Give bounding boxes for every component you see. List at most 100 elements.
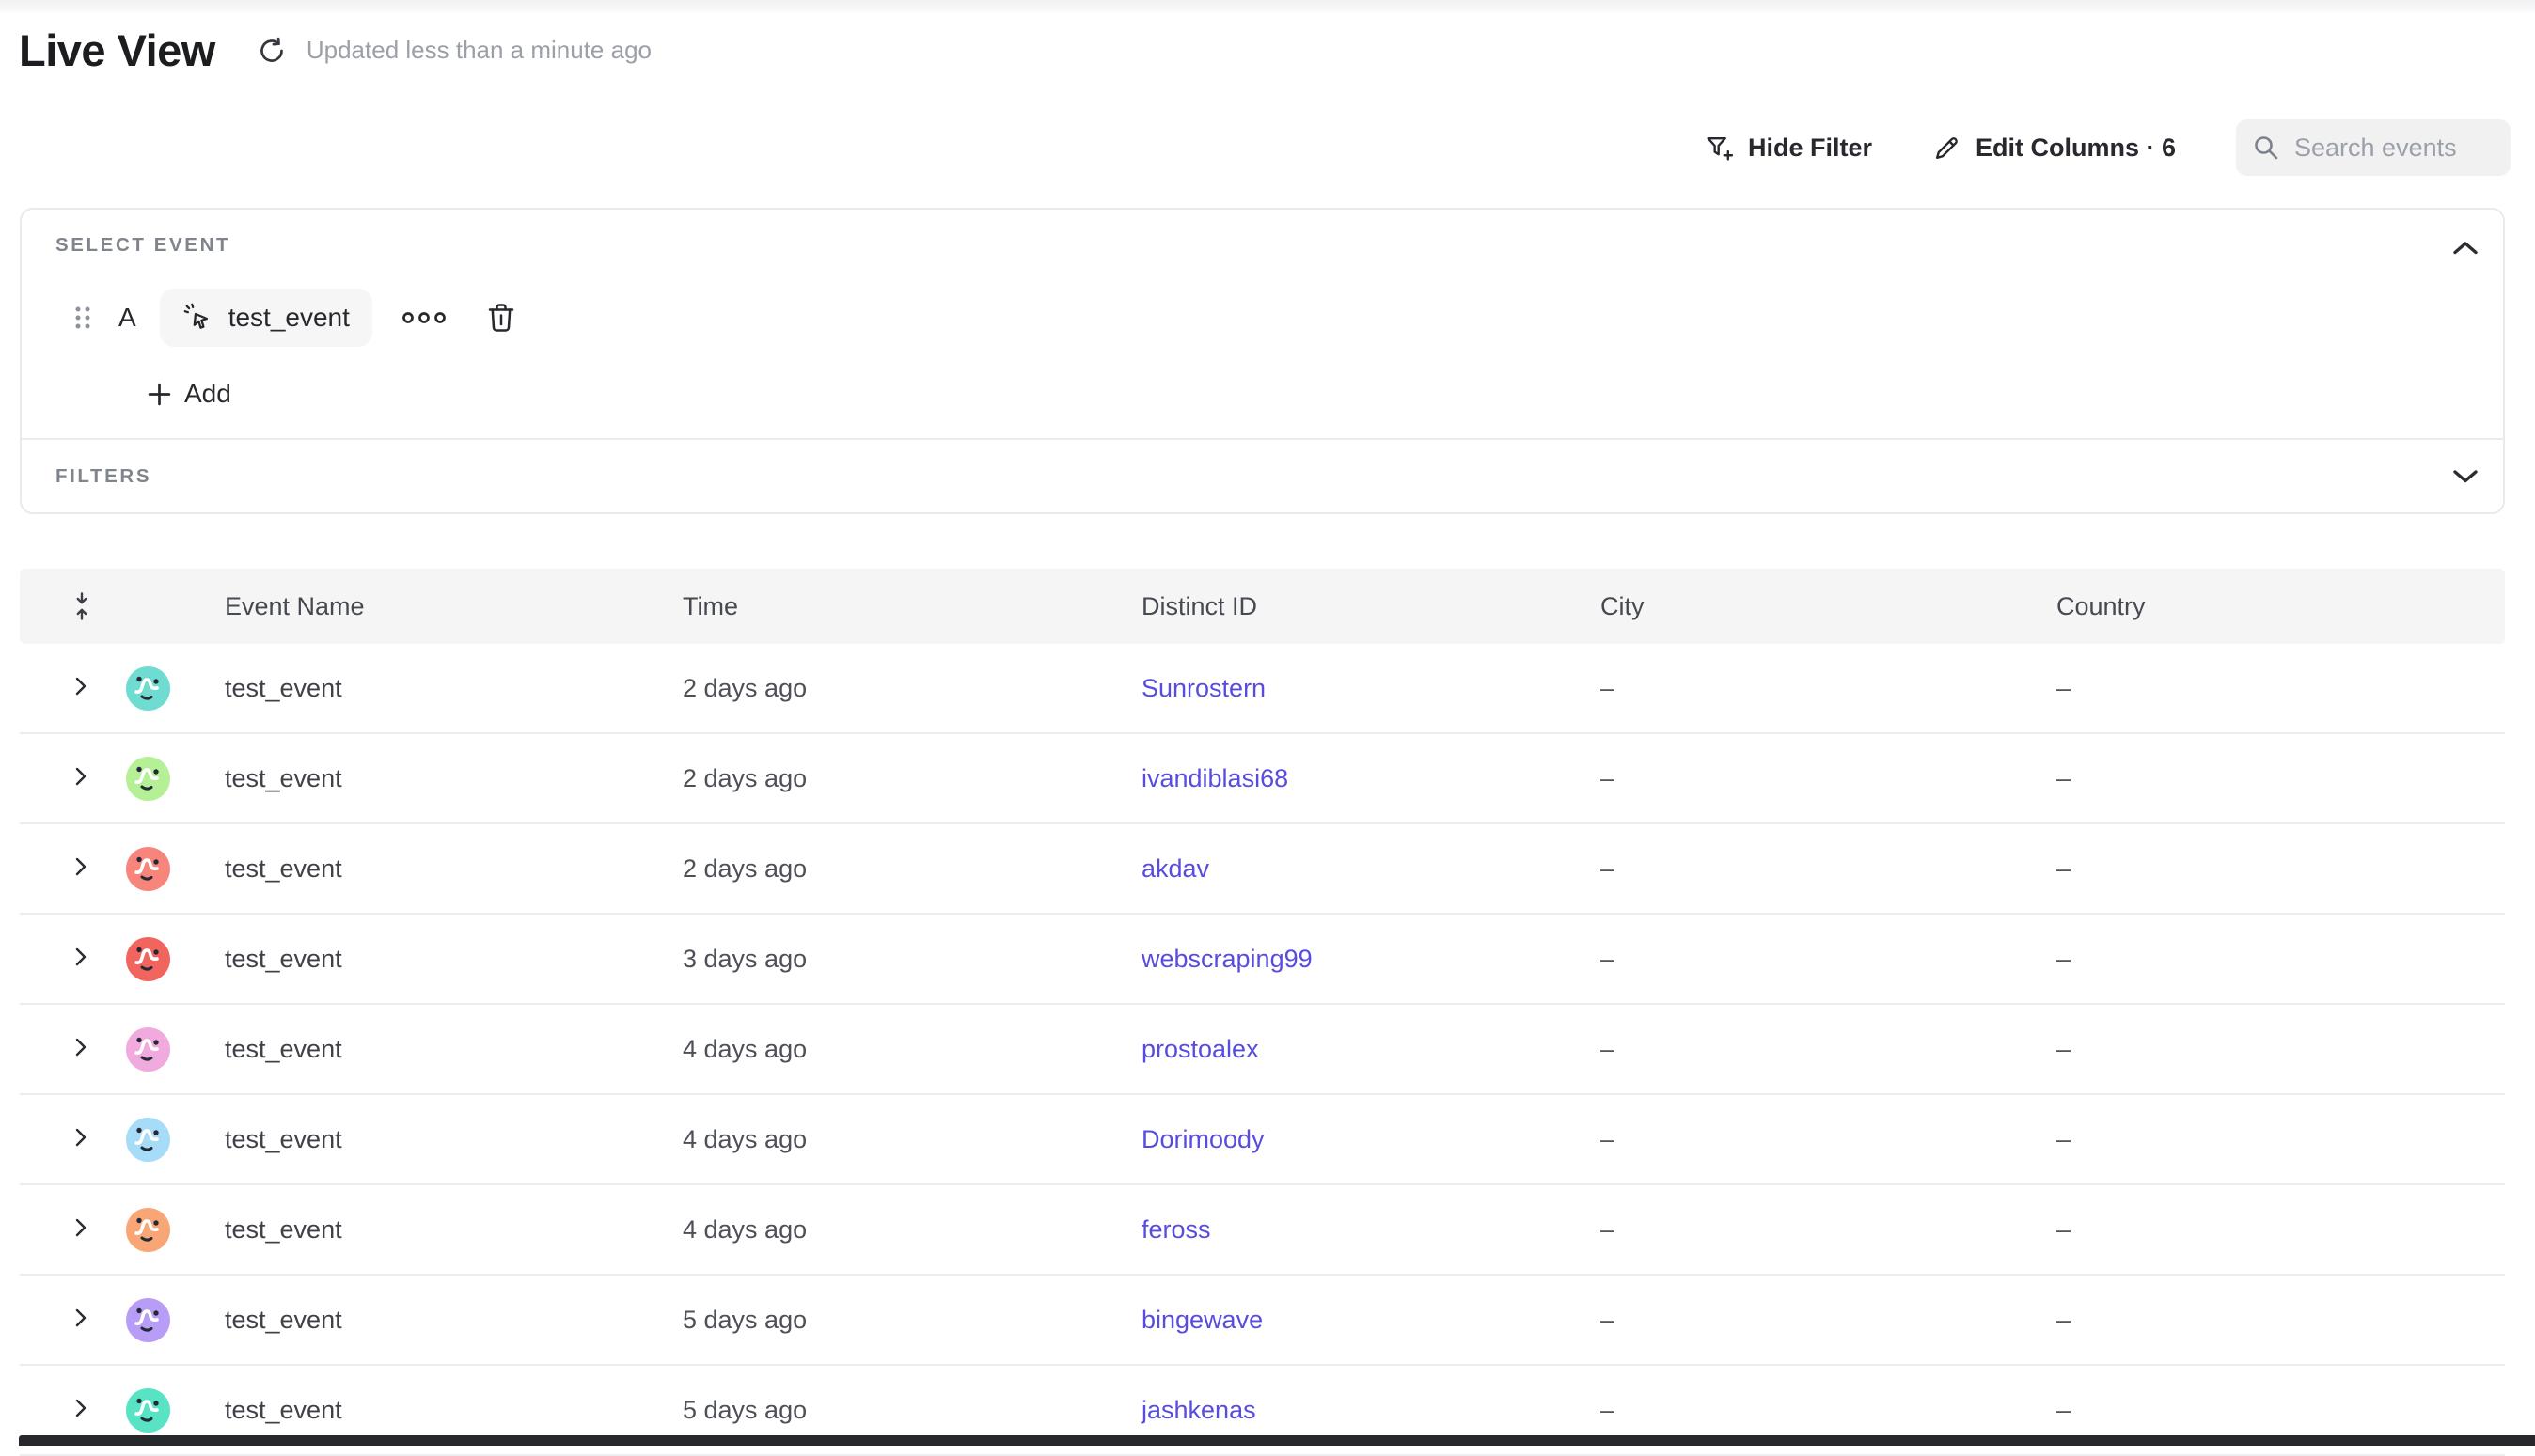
table-row[interactable]: test_event 2 days ago ivandiblasi68 – –	[20, 734, 2505, 824]
page-title: Live View	[19, 25, 215, 75]
table-row[interactable]: test_event 4 days ago feross – –	[20, 1185, 2505, 1276]
table-row[interactable]: test_event 3 days ago webscraping99 – –	[20, 915, 2505, 1005]
distinct-id-link[interactable]: prostoalex	[1142, 1034, 1259, 1063]
chevron-right-icon	[75, 857, 87, 875]
doodle-face-icon	[134, 1398, 159, 1422]
add-button-label: Add	[184, 379, 231, 408]
search-input[interactable]	[2294, 133, 2495, 163]
event-name-cell: test_event	[225, 1214, 342, 1244]
chevron-right-icon	[75, 1399, 87, 1417]
country-cell: –	[2056, 853, 2071, 883]
distinct-id-link[interactable]: jashkenas	[1142, 1395, 1256, 1424]
pencil-icon	[1935, 136, 1958, 159]
time-cell: 4 days ago	[683, 1034, 808, 1063]
city-cell: –	[1600, 673, 1615, 702]
filter-plus-icon	[1707, 136, 1734, 161]
select-event-label: SELECT EVENT	[55, 234, 231, 256]
time-cell: 2 days ago	[683, 763, 808, 792]
filters-section[interactable]: FILTERS	[22, 440, 2503, 512]
event-name-cell: test_event	[225, 763, 342, 792]
chevron-right-icon	[75, 1308, 87, 1326]
chevron-right-icon	[75, 1128, 87, 1146]
event-more-options-button[interactable]	[402, 310, 447, 325]
distinct-id-link[interactable]: akdav	[1142, 853, 1210, 883]
avatar	[126, 665, 170, 711]
add-event-button[interactable]: Add	[147, 379, 231, 409]
header-cell-country[interactable]: Country	[2056, 591, 2146, 620]
distinct-id-link[interactable]: webscraping99	[1142, 944, 1313, 973]
expand-filters-button[interactable]	[2452, 468, 2479, 484]
city-cell: –	[1600, 1395, 1615, 1424]
distinct-id-link[interactable]: Dorimoody	[1142, 1124, 1265, 1153]
chevron-right-icon	[75, 1038, 87, 1056]
table-row[interactable]: test_event 2 days ago Sunrostern – –	[20, 644, 2505, 734]
top-strip	[0, 0, 2535, 12]
header-cell-collapse[interactable]	[20, 591, 126, 621]
delete-event-button[interactable]	[486, 301, 516, 335]
distinct-id-link[interactable]: ivandiblasi68	[1142, 763, 1289, 792]
refresh-icon	[260, 37, 283, 62]
expand-row-button[interactable]	[71, 765, 90, 788]
expand-row-button[interactable]	[71, 675, 90, 697]
header-cell-distinct-id[interactable]: Distinct ID	[1142, 591, 1258, 620]
chevron-right-icon	[75, 947, 87, 965]
doodle-face-icon	[134, 947, 159, 971]
country-cell: –	[2056, 1305, 2071, 1334]
panel-divider	[22, 438, 2503, 440]
drag-handle[interactable]	[73, 305, 92, 331]
expand-row-button[interactable]	[71, 1216, 90, 1239]
doodle-face-icon	[134, 1127, 159, 1151]
table-header-row: Event Name Time Distinct ID City Country	[20, 569, 2505, 644]
distinct-id-link[interactable]: Sunrostern	[1142, 673, 1267, 702]
table-row[interactable]: test_event 2 days ago akdav – –	[20, 824, 2505, 915]
edit-columns-button[interactable]: Edit Columns · 6	[1932, 133, 2176, 163]
avatar	[126, 936, 170, 981]
header-cell-time[interactable]: Time	[683, 591, 738, 620]
drag-handle-icon	[75, 306, 90, 329]
country-cell: –	[2056, 1395, 2071, 1424]
event-name-cell: test_event	[225, 1034, 342, 1063]
avatar	[126, 1117, 170, 1162]
header-cell-city[interactable]: City	[1600, 591, 1645, 620]
expand-row-button[interactable]	[71, 946, 90, 968]
expand-row-button[interactable]	[71, 1126, 90, 1149]
table-row[interactable]: test_event 4 days ago Dorimoody – –	[20, 1095, 2505, 1185]
time-cell: 2 days ago	[683, 853, 808, 883]
event-name-cell: test_event	[225, 1305, 342, 1334]
events-table: Event Name Time Distinct ID City Country	[20, 569, 2505, 1456]
country-cell: –	[2056, 944, 2071, 973]
hide-filter-button[interactable]: Hide Filter	[1705, 133, 1872, 163]
city-cell: –	[1600, 1034, 1615, 1063]
filters-label: FILTERS	[55, 464, 152, 487]
event-name-cell: test_event	[225, 944, 342, 973]
click-cursor-icon	[183, 303, 208, 329]
time-cell: 5 days ago	[683, 1395, 808, 1424]
distinct-id-link[interactable]: bingewave	[1142, 1305, 1264, 1334]
hide-filter-label: Hide Filter	[1747, 133, 1872, 162]
edit-columns-label: Edit Columns · 6	[1975, 133, 2176, 162]
table-row[interactable]: test_event 4 days ago prostoalex – –	[20, 1005, 2505, 1095]
expand-row-button[interactable]	[71, 1036, 90, 1058]
doodle-face-icon	[134, 1307, 159, 1332]
event-name-cell: test_event	[225, 1395, 342, 1424]
city-cell: –	[1600, 944, 1615, 973]
chevron-right-icon	[75, 767, 87, 785]
chevron-right-icon	[75, 677, 87, 695]
more-options-icon	[402, 312, 446, 323]
time-cell: 4 days ago	[683, 1124, 808, 1153]
search-box[interactable]	[2236, 119, 2511, 176]
refresh-button[interactable]	[257, 36, 287, 66]
expand-row-button[interactable]	[71, 1397, 90, 1419]
expand-row-button[interactable]	[71, 1307, 90, 1329]
time-cell: 3 days ago	[683, 944, 808, 973]
horizontal-scrollbar[interactable]	[19, 1435, 2535, 1446]
header-cell-event-name[interactable]: Event Name	[225, 591, 365, 620]
chevron-right-icon	[75, 1218, 87, 1236]
collapse-select-event-button[interactable]	[2452, 240, 2479, 256]
distinct-id-link[interactable]: feross	[1142, 1214, 1211, 1244]
country-cell: –	[2056, 1034, 2071, 1063]
country-cell: –	[2056, 673, 2071, 702]
event-selector-button[interactable]: test_event	[159, 289, 372, 347]
table-row[interactable]: test_event 5 days ago bingewave – –	[20, 1276, 2505, 1366]
expand-row-button[interactable]	[71, 855, 90, 878]
